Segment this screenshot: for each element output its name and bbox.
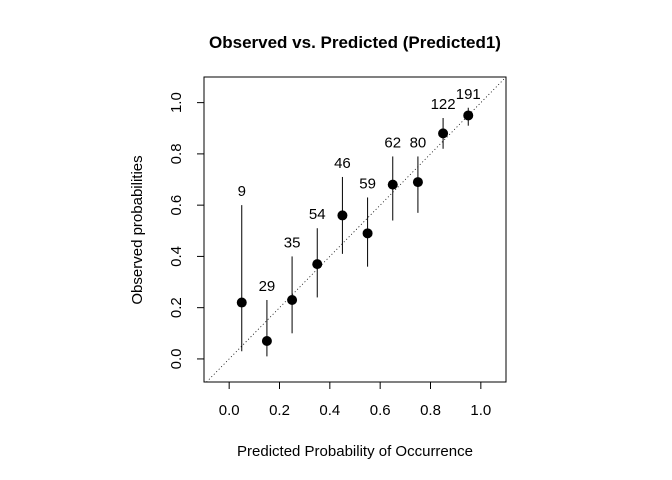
count-label: 29 [259, 278, 276, 295]
data-point [337, 210, 348, 221]
count-label: 54 [309, 206, 326, 223]
data-point [438, 128, 449, 139]
count-label: 9 [238, 183, 246, 200]
x-tick-label: 0.6 [370, 402, 391, 419]
y-tick-label: 0.4 [168, 246, 185, 267]
x-tick-label: 0.8 [420, 402, 441, 419]
count-label: 191 [456, 86, 481, 103]
y-axis-label: Observed probabilities [129, 155, 146, 304]
y-tick-label: 0.8 [168, 143, 185, 164]
data-point [362, 228, 373, 239]
chart-title: Observed vs. Predicted (Predicted1) [209, 33, 501, 52]
data-point [463, 110, 474, 121]
x-tick-label: 0.2 [269, 402, 290, 419]
y-tick-label: 0.2 [168, 297, 185, 318]
count-label: 62 [384, 134, 401, 151]
count-label: 122 [431, 96, 456, 113]
x-tick-label: 0.4 [319, 402, 340, 419]
count-label: 46 [334, 155, 351, 172]
count-label: 59 [359, 175, 376, 192]
count-label: 80 [410, 134, 427, 151]
plot-frame [203, 76, 507, 383]
reference-line [206, 76, 507, 383]
x-axis-label: Predicted Probability of Occurrence [237, 443, 473, 460]
data-point [412, 177, 423, 188]
x-tick-label: 1.0 [470, 402, 491, 419]
data-point [261, 335, 272, 346]
y-tick-label: 0.6 [168, 195, 185, 216]
count-label: 35 [284, 234, 301, 251]
data-point [387, 179, 398, 190]
y-tick-label: 1.0 [168, 92, 185, 113]
y-tick-label: 0.0 [168, 349, 185, 370]
data-point [287, 294, 298, 305]
data-point [236, 297, 247, 308]
x-tick-label: 0.0 [219, 402, 240, 419]
data-point [312, 259, 323, 270]
